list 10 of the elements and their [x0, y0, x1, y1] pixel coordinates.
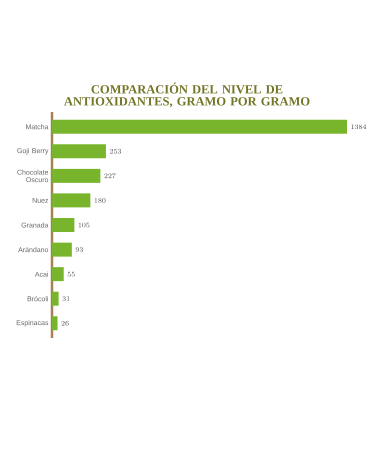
- bar: [52, 168, 100, 183]
- bar: [52, 292, 59, 306]
- bar: [52, 267, 64, 282]
- chart-title: COMPARACIÓN DEL NIVEL DE ANTIOXIDANTES, GRAMO POR GRAMO: [64, 82, 310, 108]
- bar: [52, 144, 106, 158]
- bar: [52, 193, 90, 208]
- bar: [52, 242, 72, 257]
- bar: [52, 120, 348, 134]
- bar: [52, 218, 74, 232]
- bar: [52, 316, 58, 330]
